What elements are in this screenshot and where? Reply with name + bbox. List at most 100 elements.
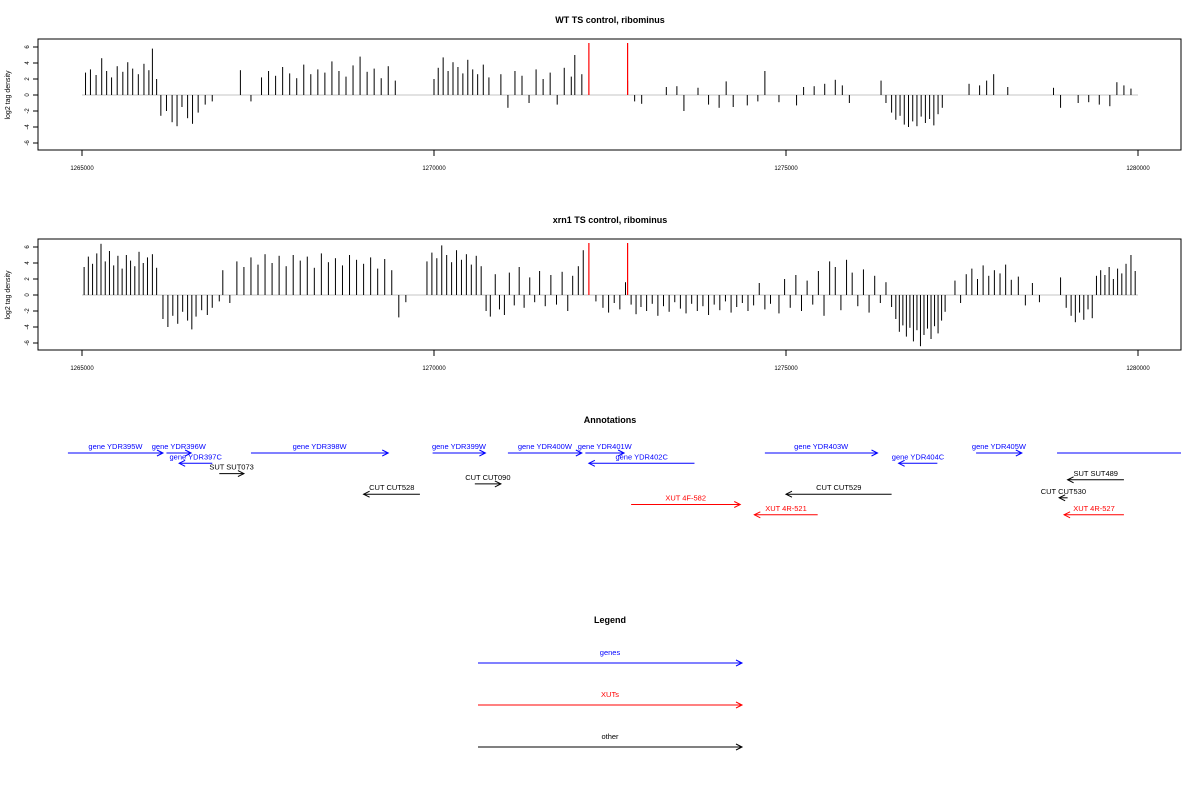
legend-entry: XUTs: [478, 690, 744, 709]
wt-marker-lines: [588, 43, 629, 95]
arrowhead-icon: [494, 480, 502, 488]
annotation-feature: CUT CUT090: [465, 473, 511, 488]
y-tick-label: -6: [25, 140, 31, 146]
y-tick-label: -6: [25, 340, 31, 346]
wt-plot-frame: [37, 38, 1182, 151]
arrowhead-icon: [784, 490, 793, 498]
y-tick-label: -2: [25, 108, 31, 114]
arrowhead-icon: [575, 449, 583, 457]
annotation-feature: XUT 4R-521: [753, 504, 818, 519]
annotation-feature: gene YDR396W: [152, 442, 207, 457]
xrn1-x-tick-labels: 1265000 1270000 1275000 1280000: [70, 366, 1150, 372]
x-tick-label: 1280000: [1126, 166, 1150, 172]
y-tick-label: -2: [25, 308, 31, 314]
legend-entry: other: [478, 732, 744, 751]
x-tick-label: 1270000: [422, 366, 446, 372]
xrn1-axes: [33, 246, 1139, 356]
arrowhead-icon: [735, 701, 744, 709]
xrn1-bars: [83, 243, 1136, 347]
annotation-feature: XUT 4R-527: [1062, 504, 1124, 519]
y-tick-label: 2: [25, 277, 31, 281]
annotation-label: gene YDR399W: [432, 442, 487, 451]
arrowhead-icon: [617, 449, 626, 457]
wt-axes: [33, 46, 1139, 156]
arrowhead-icon: [1066, 476, 1074, 484]
wt-y-axis-label: log2 tag density: [5, 70, 12, 120]
y-tick-label: 0: [25, 293, 31, 297]
y-tick-label: 4: [25, 61, 31, 65]
legend-label: other: [601, 732, 619, 741]
x-tick-label: 1280000: [1126, 366, 1150, 372]
x-tick-label: 1270000: [422, 166, 446, 172]
annotation-label: XUT 4F-582: [665, 494, 706, 503]
annotation-feature: gene YDR405W: [972, 442, 1027, 457]
xrn1-y-axis-label: log2 tag density: [5, 270, 12, 320]
arrowhead-icon: [479, 449, 487, 457]
wt-y-tick-labels: 6 4 2 0 -2 -4 -6: [25, 45, 31, 146]
annotation-feature: gene YDR404C: [892, 452, 945, 467]
annotation-feature: gene YDR402C: [587, 452, 695, 467]
arrowhead-icon: [1062, 511, 1071, 519]
annotation-feature: CUT CUT530: [1041, 487, 1086, 502]
annotation-label: gene YDR401W: [578, 442, 633, 451]
annotations-title: Annotations: [584, 415, 637, 425]
annotation-label: CUT CUT529: [816, 483, 861, 492]
annotation-label: gene YDR402C: [615, 452, 668, 461]
legend-label: XUTs: [601, 690, 619, 699]
wt-track-panel: WT TS control, ribominus log2 tag densit…: [5, 15, 1182, 172]
x-tick-label: 1265000: [70, 366, 94, 372]
arrowhead-icon: [156, 449, 165, 457]
xrn1-track-panel: xrn1 TS control, ribominus log2 tag dens…: [5, 215, 1182, 372]
arrowhead-icon: [362, 490, 370, 498]
arrowhead-icon: [1015, 449, 1023, 457]
annotation-feature: gene YDR398W: [250, 442, 390, 457]
annotation-label: gene YDR395W: [88, 442, 143, 451]
y-tick-label: -4: [25, 124, 31, 130]
annotation-label: gene YDR403W: [794, 442, 849, 451]
arrowhead-icon: [753, 511, 761, 519]
annotation-label: CUT CUT090: [465, 473, 510, 482]
arrowhead-icon: [178, 459, 186, 467]
arrowhead-icon: [871, 449, 879, 457]
legend-label: genes: [600, 648, 621, 657]
annotation-label: CUT CUT530: [1041, 487, 1086, 496]
x-tick-label: 1265000: [70, 166, 94, 172]
annotation-feature: SUT SUT073: [209, 463, 254, 478]
arrowhead-icon: [734, 501, 742, 508]
annotation-label: gene YDR400W: [518, 442, 573, 451]
annotation-label: gene YDR404C: [892, 452, 945, 461]
annotation-label: CUT CUT528: [369, 483, 414, 492]
annotation-feature: CUT CUT528: [362, 483, 420, 498]
y-tick-label: 6: [25, 245, 31, 249]
y-tick-label: -4: [25, 324, 31, 330]
annotation-feature: XUT 4F-582: [631, 494, 742, 508]
arrowhead-icon: [735, 659, 744, 667]
x-tick-label: 1275000: [774, 166, 798, 172]
annotation-label: gene YDR397C: [169, 452, 222, 461]
annotation-feature: CUT CUT529: [784, 483, 892, 498]
xrn1-marker-lines: [588, 243, 629, 295]
y-tick-label: 4: [25, 261, 31, 265]
y-tick-label: 0: [25, 93, 31, 97]
legend: genes XUTs other: [478, 648, 744, 751]
annotation-label: XUT 4R-521: [765, 504, 807, 513]
arrowhead-icon: [237, 470, 246, 478]
legend-title: Legend: [594, 615, 626, 625]
annotation-label: gene YDR405W: [972, 442, 1027, 451]
wt-track-title: WT TS control, ribominus: [555, 15, 665, 25]
annotation-label: XUT 4R-527: [1073, 504, 1115, 513]
annotation-feature: gene YDR401W: [578, 442, 633, 457]
annotation-label: gene YDR398W: [293, 442, 348, 451]
arrowhead-icon: [897, 459, 905, 467]
x-tick-label: 1275000: [774, 366, 798, 372]
arrowhead-icon: [184, 449, 193, 457]
wt-x-tick-labels: 1265000 1270000 1275000 1280000: [70, 166, 1150, 172]
annotation-feature: gene YDR395W: [67, 442, 165, 457]
annotation-label: SUT SUT489: [1074, 469, 1118, 478]
y-tick-label: 6: [25, 45, 31, 49]
wt-bars: [85, 48, 1132, 127]
y-tick-label: 2: [25, 77, 31, 81]
arrowhead-icon: [587, 459, 596, 467]
